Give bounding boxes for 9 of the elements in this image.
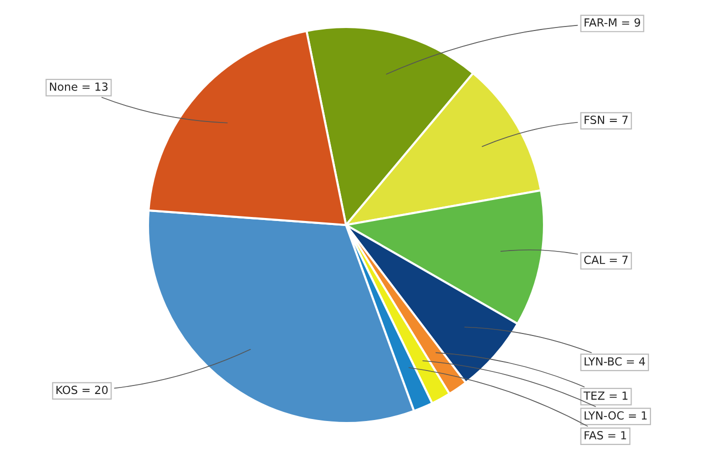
slice-label: FAS = 1 <box>584 431 626 440</box>
slice-label: KOS = 20 <box>56 386 108 394</box>
slice-label: TEZ = 1 <box>584 392 628 400</box>
slice-label: None = 13 <box>50 82 108 91</box>
slice-label: FAR-M = 9 <box>584 18 640 27</box>
slice-label: LYN-BC = 4 <box>584 357 646 366</box>
slice-label: LYN-OC = 1 <box>584 411 647 420</box>
slice-label: FSN = 7 <box>584 116 628 124</box>
slice-label: CAL = 7 <box>584 256 628 264</box>
